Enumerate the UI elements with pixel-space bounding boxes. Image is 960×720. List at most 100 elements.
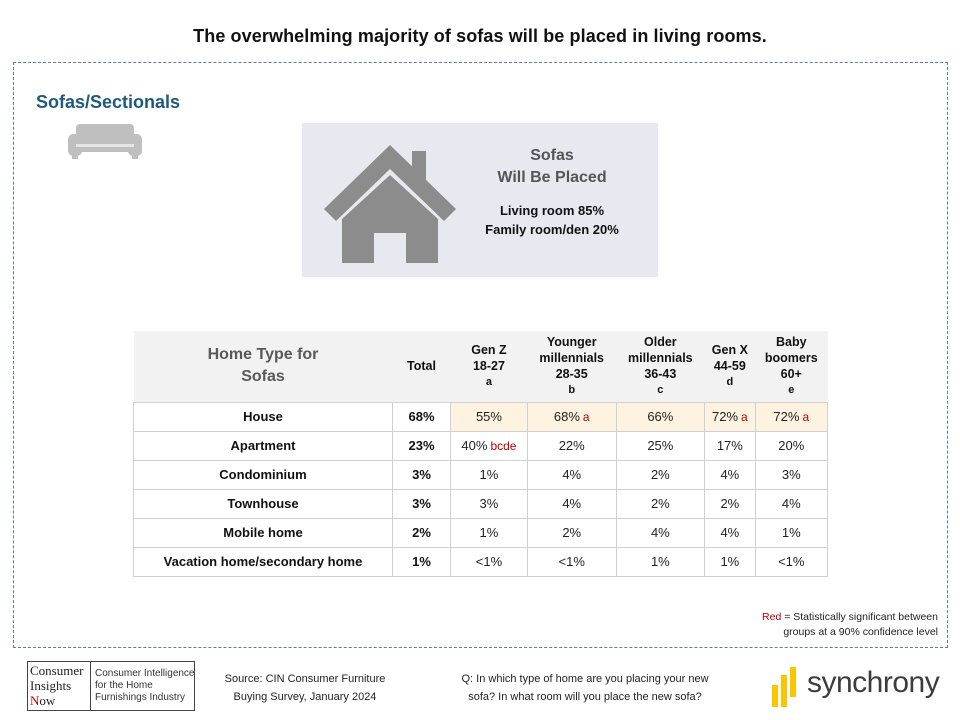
section-title: Sofas/Sectionals (36, 92, 181, 112)
header-col-code: c (657, 384, 664, 397)
cin-logo-n: N (30, 693, 40, 708)
cell-value: 4% (781, 496, 801, 511)
synchrony-wordmark: synchrony (807, 666, 940, 699)
header-home-type-line2: Sofas (241, 368, 285, 386)
header-col-gen-z: Gen Z 18-27 a (450, 331, 528, 402)
slide-title: The overwhelming majority of sofas will … (193, 26, 767, 46)
header-col-line: 28-35 (555, 367, 588, 382)
table-header-row: Home Type for Sofas Total Gen Z 18-27 a … (133, 331, 828, 402)
significance-marker: a (582, 410, 590, 424)
table-cell: 2% (616, 489, 706, 519)
cell-value: 22% (558, 438, 585, 453)
cell-value: 25% (647, 438, 674, 453)
cell-value: 55% (475, 409, 502, 424)
table-cell: 1% (755, 518, 829, 548)
placement-title-line2: Will Be Placed (497, 169, 607, 186)
source-line-1: Source: CIN Consumer Furniture (224, 673, 386, 685)
cin-logo-line: Insights (30, 678, 72, 693)
table-cell: 72% a (755, 401, 829, 432)
cin-tagline-line: Furnishings Industry (95, 692, 186, 703)
cell-value: 20% (778, 438, 805, 453)
table-row: Apartment 23% 40% bcde 22% 25% 17% 20% (133, 431, 829, 461)
table-cell: <1% (527, 547, 617, 577)
row-total: 23% (392, 431, 451, 461)
table-cell: 40% bcde (450, 431, 528, 461)
header-col-line: millennials (539, 351, 605, 366)
question-line-1: Q: In which type of home are you placing… (461, 673, 709, 685)
cell-value: 4% (720, 525, 740, 540)
table-cell: 55% (450, 401, 528, 432)
table-row: House 68% 55% 68% a 66% 72% a 72% a (133, 401, 829, 432)
table-cell: 20% (755, 431, 829, 461)
row-total: 2% (392, 518, 451, 548)
placement-title-line1: Sofas (530, 147, 574, 164)
table-cell: 1% (616, 547, 706, 577)
cell-value: 40% (461, 438, 488, 453)
table-cell: 72% a (704, 401, 756, 432)
header-col-older-millennials: Older millennials 36-43 c (616, 331, 705, 402)
cell-value: 2% (650, 496, 670, 511)
placement-values: Living room 85% Family room/den 20% (472, 201, 632, 239)
header-col-baby-boomers: Baby boomers 60+ e (755, 331, 828, 402)
table-cell: 4% (527, 489, 617, 519)
placement-living-room: Living room 85% (499, 203, 605, 218)
header-col-line: Baby (775, 335, 807, 350)
legend-text-1: = Statistically significant between (781, 611, 938, 623)
row-label: Apartment (133, 431, 393, 461)
significance-marker: a (741, 410, 748, 424)
cell-value: 3% (479, 496, 499, 511)
cell-value: 3% (781, 467, 801, 482)
significance-marker: bcde (490, 439, 517, 453)
cell-value: 17% (716, 438, 743, 453)
header-col-gen-x: Gen X 44-59 d (704, 331, 756, 402)
header-col-line: 18-27 (472, 359, 505, 374)
house-icon (324, 145, 456, 263)
cin-logo-wordmark: Consumer Insights Now (28, 662, 91, 710)
row-total: 68% (392, 401, 451, 432)
header-col-line: 60+ (780, 367, 802, 382)
table-cell: <1% (450, 547, 528, 577)
row-label: Condominium (133, 460, 393, 490)
table-cell: 2% (616, 460, 706, 490)
header-col-line: Older (644, 335, 677, 350)
table-cell: 3% (755, 460, 829, 490)
table-cell: 4% (755, 489, 829, 519)
table-cell: 1% (704, 547, 756, 577)
header-col-line: Gen X (711, 343, 748, 358)
cell-value: 1% (720, 554, 740, 569)
cin-tagline-line: Consumer Intelligence (95, 668, 195, 679)
cin-tagline-line: for the Home (95, 680, 153, 691)
cell-value: 1% (479, 525, 499, 540)
row-label: House (133, 401, 393, 432)
cell-value: 4% (720, 467, 740, 482)
table-cell: 2% (704, 489, 756, 519)
cell-value: 72% (711, 409, 739, 424)
header-total: Total (392, 331, 451, 402)
source-line-2: Buying Survey, January 2024 (233, 691, 377, 703)
source-note: Source: CIN Consumer Furniture Buying Su… (200, 670, 410, 706)
header-home-type-line1: Home Type for (207, 346, 319, 364)
cell-value: 68% (553, 409, 580, 424)
home-type-table: Home Type for Sofas Total Gen Z 18-27 a … (133, 331, 829, 577)
significance-marker: a (802, 410, 810, 424)
content-frame (13, 62, 948, 648)
table-cell: 1% (450, 460, 528, 490)
cell-value: <1% (475, 554, 503, 569)
table-row: Townhouse 3% 3% 4% 2% 2% 4% (133, 489, 829, 519)
cell-value: 72% (773, 409, 800, 424)
table-cell: 4% (704, 518, 756, 548)
table-cell: 68% a (527, 401, 617, 432)
table-cell: 4% (616, 518, 706, 548)
cin-logo-tagline: Consumer Intelligence for the Home Furni… (95, 668, 195, 704)
table-body: House 68% 55% 68% a 66% 72% a 72% a Apartment 23% 40… (133, 401, 829, 577)
cell-value: 4% (562, 496, 582, 511)
question-line-2: sofa? In what room will you place the ne… (468, 691, 702, 703)
placement-summary-box: Sofas Will Be Placed Living room 85% Fam… (302, 123, 658, 277)
row-label: Vacation home/secondary home (133, 547, 393, 577)
cell-value: <1% (778, 554, 805, 569)
row-total: 3% (392, 460, 451, 490)
cell-value: 2% (650, 467, 670, 482)
cell-value: 66% (647, 409, 674, 424)
header-col-code: a (485, 376, 493, 389)
header-home-type: Home Type for Sofas (133, 331, 393, 402)
